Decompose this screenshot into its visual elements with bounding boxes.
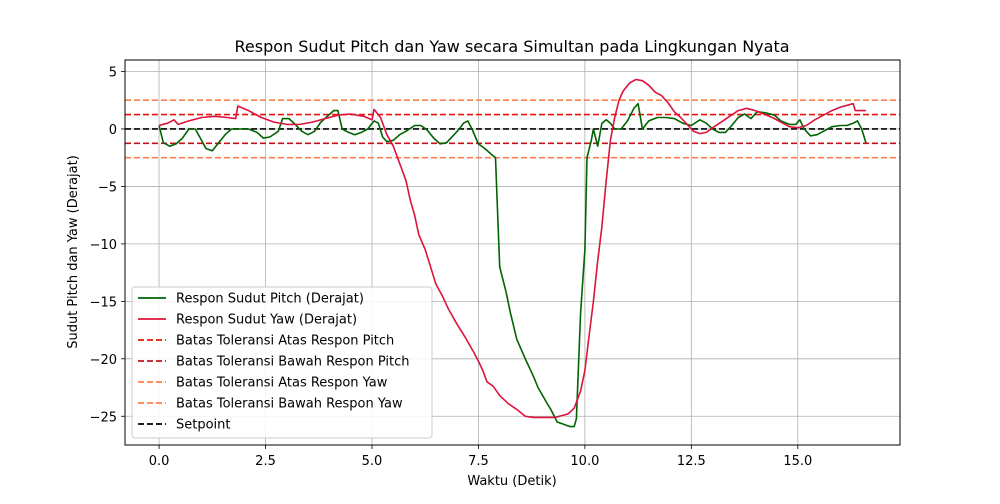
legend-label-1: Respon Sudut Yaw (Derajat) [176, 313, 357, 328]
y-tick-label: 0 [109, 123, 117, 138]
legend-box [131, 286, 433, 439]
y-axis-ticks: 5 0 −5 −10 −15 −20 −25 [90, 65, 125, 425]
legend-label-0: Respon Sudut Pitch (Derajat) [176, 292, 364, 307]
y-tick-label: 5 [109, 65, 117, 80]
chart-title: Respon Sudut Pitch dan Yaw secara Simult… [234, 37, 789, 56]
series-layer [125, 78, 900, 428]
x-tick-label: 15.0 [783, 454, 812, 469]
y-tick-label: −20 [90, 353, 117, 368]
x-tick-label: 7.5 [468, 454, 489, 469]
legend-label-2: Batas Toleransi Atas Respon Pitch [176, 334, 394, 349]
plot-frame [124, 59, 901, 446]
y-tick-label: −10 [90, 238, 117, 253]
legend-label-3: Batas Toleransi Bawah Respon Pitch [176, 355, 410, 370]
y-axis-label: Sudut Pitch dan Yaw (Derajat) [66, 155, 81, 349]
legend: Respon Sudut Pitch (Derajat) Respon Sudut… [131, 286, 433, 439]
x-tick-label: 5.0 [362, 454, 383, 469]
x-tick-label: 2.5 [255, 454, 276, 469]
series-line-1 [158, 78, 866, 419]
legend-label-4: Batas Toleransi Atas Respon Yaw [176, 376, 388, 391]
y-tick-label: −15 [90, 295, 117, 310]
y-tick-label: −25 [90, 410, 117, 425]
series-line-0 [158, 102, 867, 428]
legend-label-5: Batas Toleransi Bawah Respon Yaw [176, 397, 403, 412]
x-axis-label: Waktu (Detik) [467, 474, 556, 489]
x-tick-label: 12.5 [677, 454, 706, 469]
x-tick-label: 10.0 [570, 454, 599, 469]
y-tick-label: −5 [98, 180, 117, 195]
x-tick-label: 0.0 [149, 454, 170, 469]
x-axis-ticks: 0.0 2.5 5.0 7.5 10.0 12.5 15.0 [149, 445, 812, 469]
legend-label-6: Setpoint [176, 418, 231, 433]
